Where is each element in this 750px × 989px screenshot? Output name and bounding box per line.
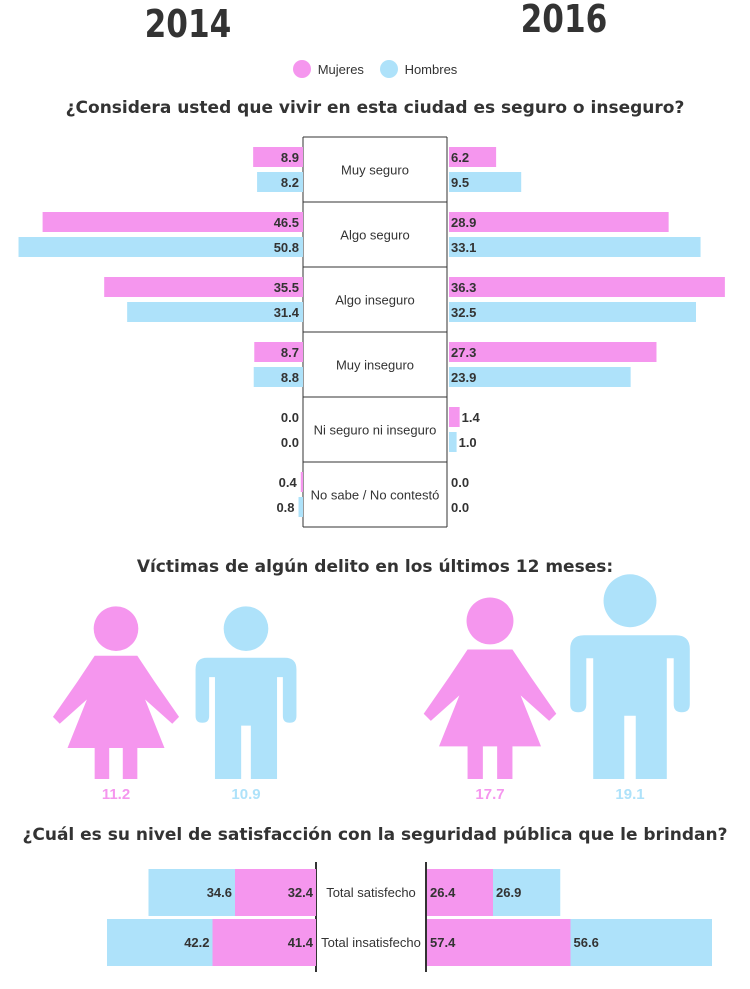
victims-chart-title: Víctimas de algún delito en los últimos … [136,557,614,577]
pictogram-2014-male-value: 10.9 [231,786,260,803]
category-label-muy-inseguro: Muy inseguro [336,358,414,373]
value-label-2016-female-total-satisfecho: 26.4 [430,885,456,900]
pictogram-2016-male-value: 19.1 [615,786,644,803]
legend-item-male: Hombres [379,60,458,78]
bar-2014-male-no-sabe-no-contesto [298,497,303,517]
pictogram-2014-female-value: 11.2 [102,786,130,803]
bar-2016-male-muy-inseguro [449,367,631,387]
bar-2014-male-muy-seguro [257,172,303,192]
value-label-2016-male-ni-seguro-ni-inseguro: 1.0 [459,435,477,450]
value-label-2014-male-algo-inseguro: 31.4 [274,305,300,320]
value-label-2014-male-total-satisfecho: 34.6 [207,885,232,900]
bar-2016-female-muy-inseguro [449,342,657,362]
pictogram-2016-female-icon [423,597,557,779]
bar-2016-male-total-satisfecho [493,869,561,916]
bar-2014-female-algo-inseguro [104,277,303,297]
bar-2014-male-total-satisfecho [148,869,235,916]
legend: Mujeres Hombres [0,60,750,81]
value-label-2014-male-muy-seguro: 8.2 [281,175,299,190]
value-label-2014-female-total-satisfecho: 32.4 [288,885,314,900]
value-label-2016-female-ni-seguro-ni-inseguro: 1.4 [462,410,481,425]
bar-2016-female-total-satisfecho [427,869,493,916]
legend-label-female: Mujeres [317,61,364,77]
pictogram-2016-male-icon [570,574,690,779]
category-label-ni-seguro-ni-inseguro: Ni seguro ni inseguro [314,423,437,438]
bar-2014-female-muy-inseguro [254,342,303,362]
bar-2016-male-ni-seguro-ni-inseguro [449,432,457,452]
bar-2016-female-algo-inseguro [449,277,725,297]
bar-2014-male-total-insatisfecho [107,919,213,966]
satisfaction-category-total-satisfecho: Total satisfecho [326,885,416,900]
bar-2016-male-algo-inseguro [449,302,696,322]
category-label-no-sabe-no-contesto: No sabe / No contestó [311,488,440,503]
legend-item-female: Mujeres [292,60,364,78]
bar-2016-male-total-insatisfecho [570,919,712,966]
value-label-2014-female-algo-inseguro: 35.5 [274,280,299,295]
bar-2014-female-muy-seguro [253,147,303,167]
bar-2014-male-algo-seguro [18,237,304,257]
value-label-2016-male-total-satisfecho: 26.9 [496,885,521,900]
bar-2014-female-no-sabe-no-contesto [300,472,303,492]
category-label-algo-inseguro: Algo inseguro [335,293,415,308]
value-label-2016-male-no-sabe-no-contesto: 0.0 [451,500,469,515]
value-label-2014-male-no-sabe-no-contesto: 0.8 [276,500,294,515]
value-label-2016-male-algo-seguro: 33.1 [451,240,476,255]
pictogram-2016-female-value: 17.7 [475,786,504,803]
value-label-2014-female-total-insatisfecho: 41.4 [288,935,314,950]
satisfaction-category-total-insatisfecho: Total insatisfecho [321,935,421,950]
value-label-2016-female-muy-inseguro: 27.3 [451,345,476,360]
value-label-2016-male-total-insatisfecho: 56.6 [574,935,599,950]
legend-swatch-male [379,60,398,78]
value-label-2016-female-algo-inseguro: 36.3 [451,280,476,295]
value-label-2016-female-total-insatisfecho: 57.4 [430,935,456,950]
value-label-2014-female-ni-seguro-ni-inseguro: 0.0 [281,410,299,425]
value-label-2014-female-muy-seguro: 8.9 [281,150,299,165]
value-label-2014-male-algo-seguro: 50.8 [274,240,299,255]
category-label-muy-seguro: Muy seguro [341,163,409,178]
bar-2014-male-algo-inseguro [127,302,303,322]
category-label-algo-seguro: Algo seguro [340,228,409,243]
bar-2014-male-muy-inseguro [253,367,303,387]
pictogram-2014-female-icon [52,606,180,779]
bar-2016-female-algo-seguro [449,212,669,232]
bar-2016-male-muy-seguro [449,172,522,192]
value-label-2014-female-muy-inseguro: 8.7 [281,345,299,360]
satisfaction-chart-title: ¿Cuál es su nivel de satisfacción con la… [22,825,728,845]
value-label-2014-male-ni-seguro-ni-inseguro: 0.0 [281,435,299,450]
value-label-2016-female-muy-seguro: 6.2 [451,150,469,165]
value-label-2016-male-muy-seguro: 9.5 [451,175,469,190]
value-label-2016-female-algo-seguro: 28.9 [451,215,476,230]
value-label-2014-male-total-insatisfecho: 42.2 [184,935,209,950]
bar-2016-female-ni-seguro-ni-inseguro [449,407,460,427]
value-label-2016-female-no-sabe-no-contesto: 0.0 [451,475,469,490]
bar-2014-female-total-satisfecho [235,869,316,916]
value-label-2014-female-no-sabe-no-contesto: 0.4 [279,475,298,490]
bar-2014-female-algo-seguro [42,212,303,232]
legend-swatch-female [292,60,311,78]
year-2016-heading: 2016 [520,0,608,41]
bar-2016-female-muy-seguro [449,147,497,167]
pictogram-2014-male-icon [195,606,297,779]
bar-2016-female-total-insatisfecho [427,919,571,966]
value-label-2014-male-muy-inseguro: 8.8 [281,370,299,385]
bar-2016-male-algo-seguro [449,237,701,257]
bar-2014-female-total-insatisfecho [212,919,316,966]
year-2014-heading: 2014 [144,2,232,46]
legend-label-male: Hombres [404,61,458,77]
value-label-2016-male-muy-inseguro: 23.9 [451,370,476,385]
value-label-2016-male-algo-inseguro: 32.5 [451,305,476,320]
safety-chart-title: ¿Considera usted que vivir en esta ciuda… [65,98,685,118]
value-label-2014-female-algo-seguro: 46.5 [274,215,299,230]
